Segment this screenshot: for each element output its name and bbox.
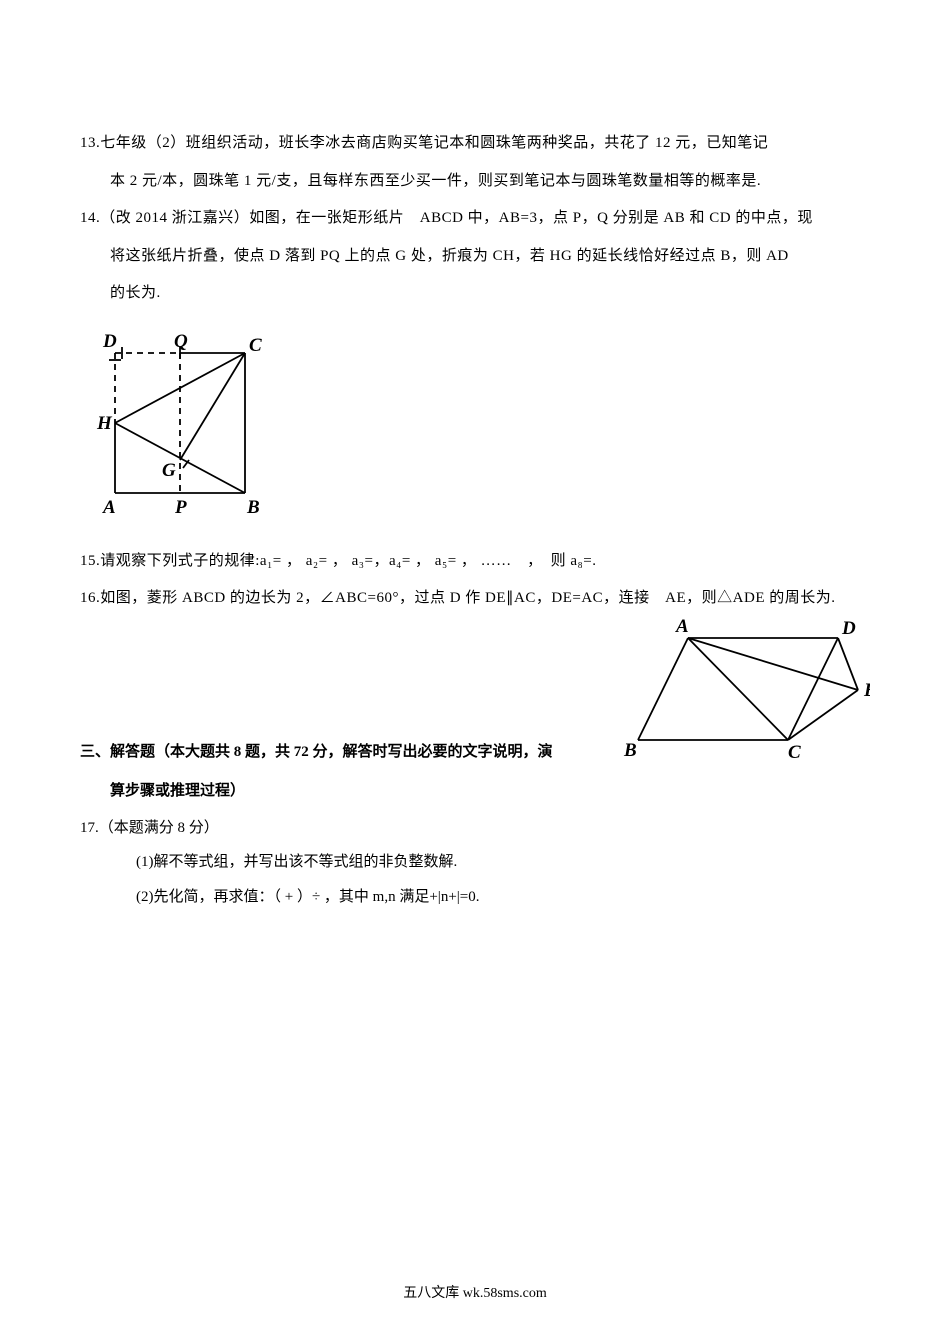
svg-text:B: B [246,497,260,518]
q14-line2: 将这张纸片折叠，使点 D 落到 PQ 上的点 G 处，折痕为 CH，若 HG 的… [80,238,870,276]
svg-text:P: P [174,497,187,518]
q14-line1: 14.（改 2014 浙江嘉兴）如图，在一张矩形纸片 ABCD 中，AB=3，点… [80,200,870,238]
figure-14-svg: D Q C H G A P B [95,328,263,518]
svg-text:H: H [96,413,113,434]
q17-sub1: (1)解不等式组，并写出该不等式组的非负整数解. [80,845,870,880]
question-17: 17.（本题满分 8 分） (1)解不等式组，并写出该不等式组的非负整数解. (… [80,811,870,915]
q17-sub2: (2)先化简，再求值：（ + ）÷ ，其中 m,n 满足+|n+|=0. [80,880,870,915]
figure-14-rectangle-fold: D Q C H G A P B [95,328,870,523]
svg-text:C: C [788,742,801,763]
section3-line2: 算步骤或推理过程） [80,772,870,811]
svg-text:E: E [863,680,870,701]
svg-text:A: A [102,497,116,518]
svg-text:D: D [102,331,117,352]
page-footer: 五八文库 wk.58sms.com [0,1282,950,1302]
svg-text:D: D [841,618,856,639]
q13-line1: 13.七年级（2）班组织活动，班长李冰去商店购买笔记本和圆珠笔两种奖品，共花了 … [80,125,870,163]
q14-line3: 的长为. [80,275,870,313]
q15-text: 15.请观察下列式子的规律:a₁= ， a₂= ， a₃=，a₄= ， a₅= … [80,553,597,569]
svg-text:A: A [675,616,689,637]
q17-head: 17.（本题满分 8 分） [80,811,870,846]
figure-16-svg: A D E B C [620,610,870,765]
question-13: 13.七年级（2）班组织活动，班长李冰去商店购买笔记本和圆珠笔两种奖品，共花了 … [80,125,870,200]
svg-text:C: C [249,335,262,356]
svg-text:Q: Q [174,331,188,352]
question-14: 14.（改 2014 浙江嘉兴）如图，在一张矩形纸片 ABCD 中，AB=3，点… [80,200,870,313]
q13-line2: 本 2 元/本，圆珠笔 1 元/支，且每样东西至少买一件，则买到笔记本与圆珠笔数… [80,163,870,201]
svg-text:B: B [623,740,637,761]
q16-text: 16.如图，菱形 ABCD 的边长为 2，∠ABC=60°，过点 D 作 DE∥… [80,590,836,606]
svg-text:G: G [162,460,176,481]
page-content: 13.七年级（2）班组织活动，班长李冰去商店购买笔记本和圆珠笔两种奖品，共花了 … [0,0,950,954]
question-15: 15.请观察下列式子的规律:a₁= ， a₂= ， a₃=，a₄= ， a₅= … [80,543,870,581]
figure-16-rhombus: A D E B C [620,610,870,770]
